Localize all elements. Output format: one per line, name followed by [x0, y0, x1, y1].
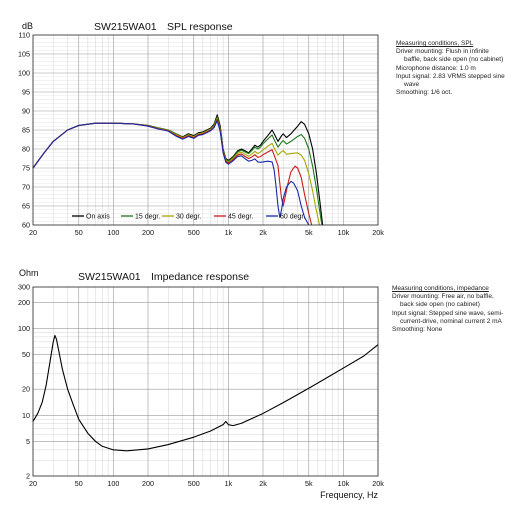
x-tick-label: 200 — [142, 228, 154, 237]
impedance-x-axis-label: Frequency, Hz — [320, 490, 378, 500]
y-tick-label: 60 — [22, 221, 30, 230]
x-tick-label: 1k — [225, 228, 233, 237]
y-tick-label: 50 — [22, 350, 30, 359]
spl-chart: 20 50 100 200 500 1k 2k 5k 10k 20k 60 65 70 75 80 85 90… — [18, 21, 384, 237]
y-tick-label: 65 — [22, 202, 30, 211]
y-tick-label: 90 — [22, 107, 30, 116]
spl-condition-line: baffle, back side open (no cabinet) — [404, 56, 504, 64]
impedance-conditions-lines: Driver mounting: Free air, no baffle, bac… — [392, 293, 510, 334]
y-tick-label: 5 — [26, 437, 30, 446]
x-tick-label: 2k — [259, 228, 267, 237]
y-tick-label: 20 — [22, 385, 30, 394]
impedance-condition-line: back side open (no cabinet) — [400, 301, 480, 309]
spl-x-tick-labels: 20 50 100 200 500 1k 2k 5k 10k 20k — [29, 228, 384, 237]
impedance-chart-title: Impedance response — [151, 271, 249, 283]
legend-label: 30 degr. — [176, 214, 201, 221]
legend-label: 45 degr. — [228, 214, 253, 221]
y-tick-label: 100 — [18, 69, 30, 78]
x-tick-label: 200 — [142, 479, 154, 488]
x-tick-label: 100 — [107, 479, 119, 488]
y-tick-label: 85 — [22, 126, 30, 135]
spl-measuring-conditions: Measuring conditions, SPL Driver mountin… — [396, 40, 510, 97]
y-tick-label: 110 — [19, 31, 30, 40]
impedance-condition-line: Smoothing: None — [392, 326, 443, 334]
series-line — [32, 114, 324, 226]
spl-condition-line: Input signal: 2.83 VRMS stepped sine — [396, 72, 505, 80]
spl-conditions-heading: Measuring conditions, SPL — [396, 40, 474, 47]
impedance-grid-minor — [33, 287, 378, 476]
series-line — [32, 119, 310, 226]
x-tick-label: 20k — [372, 228, 384, 237]
x-tick-label: 2k — [259, 479, 267, 488]
y-tick-label: 70 — [22, 183, 30, 192]
y-tick-label: 10 — [22, 411, 30, 420]
y-tick-label: 200 — [18, 298, 30, 307]
spl-model-name: SW215WA01 — [94, 21, 157, 33]
impedance-conditions-heading: Measuring conditions, impedance — [392, 285, 489, 292]
x-tick-label: 1k — [225, 479, 233, 488]
spl-chart-title: SPL response — [167, 21, 233, 33]
x-tick-label: 500 — [188, 228, 200, 237]
spl-condition-line: Driver mounting: Flush in infinite — [396, 48, 489, 56]
x-tick-label: 5k — [305, 479, 313, 488]
impedance-x-tick-labels: 20 50 100 200 500 1k 2k 5k 10k 20k — [29, 479, 384, 488]
legend-label: 60 degr. — [280, 214, 305, 221]
impedance-model-name: SW215WA01 — [78, 271, 141, 283]
x-tick-label: 50 — [75, 479, 83, 488]
series-line — [32, 334, 379, 452]
x-tick-label: 100 — [107, 228, 119, 237]
x-tick-label: 50 — [75, 228, 83, 237]
x-tick-label: 500 — [188, 479, 200, 488]
spl-y-tick-labels: 60 65 70 75 80 85 90 95 100 105 110 — [18, 31, 30, 230]
y-tick-label: 75 — [22, 164, 30, 173]
spl-plot-frame — [32, 34, 379, 226]
spl-series-group — [32, 114, 324, 226]
impedance-y-tick-labels: 2 5 10 20 50 100 200 300 — [18, 283, 30, 481]
x-tick-label: 20k — [372, 479, 384, 488]
impedance-plot-frame — [32, 286, 379, 477]
x-tick-label: 5k — [305, 228, 313, 237]
x-tick-label: 20 — [29, 228, 37, 237]
y-tick-label: 105 — [18, 50, 30, 59]
y-tick-label: 100 — [18, 324, 30, 333]
legend-label: On axis — [86, 214, 110, 221]
impedance-chart: 20 50 100 200 500 1k 2k 5k 10k 20k 2 5 10 20 50 100 200… — [18, 268, 384, 500]
y-tick-label: 2 — [26, 472, 30, 481]
impedance-measuring-conditions: Measuring conditions, impedance Driver m… — [392, 285, 510, 334]
spl-condition-line: wave — [404, 81, 420, 89]
impedance-grid-major — [33, 287, 378, 476]
impedance-condition-line: Driver mounting: Free air, no baffle, — [392, 293, 494, 301]
spl-y-axis-label: dB — [22, 21, 33, 31]
spl-legend: On axis 15 degr. 30 degr. 45 degr. 60 degr. — [72, 214, 305, 221]
y-tick-label: 95 — [22, 88, 30, 97]
spl-grid-major — [33, 35, 378, 225]
y-tick-label: 300 — [18, 283, 30, 292]
impedance-condition-line: Input signal: Stepped sine wave, semi- — [392, 309, 504, 317]
x-tick-label: 20 — [29, 479, 37, 488]
impedance-y-axis-label: Ohm — [19, 268, 39, 278]
spl-conditions-lines: Driver mounting: Flush in infinite baffle… — [396, 48, 510, 97]
x-tick-label: 10k — [338, 479, 350, 488]
y-tick-label: 80 — [22, 145, 30, 154]
spl-condition-line: Microphone distance: 1.0 m — [396, 64, 476, 72]
impedance-condition-line: current-drive, nominal current 2 mA — [400, 317, 502, 325]
series-line — [32, 118, 313, 226]
impedance-series-group — [32, 334, 379, 452]
legend-label: 15 degr. — [135, 214, 160, 221]
spl-condition-line: Smoothing: 1/6 oct. — [396, 89, 453, 97]
x-tick-label: 10k — [338, 228, 350, 237]
